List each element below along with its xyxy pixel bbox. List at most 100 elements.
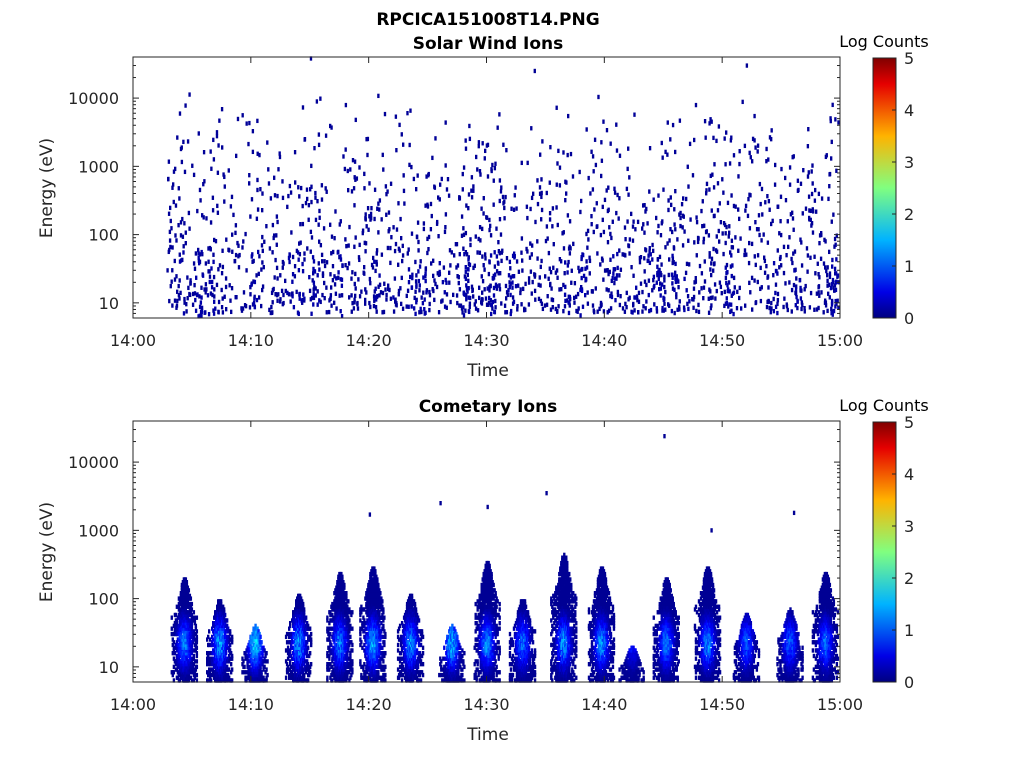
heatmap-cell [458, 287, 462, 292]
heatmap-cell [715, 249, 719, 254]
heatmap-cell [607, 185, 610, 190]
heatmap-cell [705, 181, 709, 187]
heatmap-cell [174, 629, 178, 634]
heatmap-cell [682, 305, 686, 310]
heatmap-cell [347, 634, 350, 640]
heatmap-cell [167, 176, 170, 182]
heatmap-cell [370, 571, 373, 577]
heatmap-cell [666, 120, 669, 125]
heatmap-cell [673, 310, 676, 316]
heatmap-cell [415, 187, 418, 192]
heatmap-cell [815, 209, 818, 214]
heatmap-cell [377, 93, 380, 99]
heatmap-cell [487, 271, 491, 277]
heatmap-cell [178, 615, 182, 620]
heatmap-cell [612, 267, 615, 272]
heatmap-cell [195, 659, 199, 664]
heatmap-cell [211, 279, 214, 285]
heatmap-cell [484, 256, 487, 261]
heatmap-cell [359, 612, 362, 618]
heatmap-cell [416, 173, 419, 178]
heatmap-cell [308, 288, 312, 294]
heatmap-cell [709, 173, 712, 179]
heatmap-cell [365, 137, 368, 142]
heatmap-cell [209, 220, 213, 225]
heatmap-cell [585, 127, 588, 132]
heatmap-cell [293, 664, 296, 670]
heatmap-cell [491, 306, 494, 311]
heatmap-cell [314, 217, 318, 223]
heatmap-cell [195, 653, 199, 659]
heatmap-cell [364, 675, 367, 680]
heatmap-cell [474, 306, 478, 311]
heatmap-cell [261, 651, 264, 656]
heatmap-cell [232, 212, 235, 218]
heatmap-cell [498, 198, 501, 204]
heatmap-cell [244, 656, 247, 661]
heatmap-cell [462, 226, 465, 231]
heatmap-cell [529, 241, 532, 246]
heatmap-cell [176, 670, 180, 675]
heatmap-cell [372, 303, 376, 309]
heatmap-cell [792, 282, 796, 288]
heatmap-cell [701, 199, 704, 204]
heatmap-cell [536, 178, 539, 183]
heatmap-cell [756, 279, 759, 285]
heatmap-cell [688, 262, 691, 267]
heatmap-cell [378, 648, 381, 653]
heatmap-cell [422, 221, 426, 226]
heatmap-cell [215, 656, 218, 661]
heatmap-cell [754, 262, 757, 268]
heatmap-cell [206, 637, 209, 642]
heatmap-cell [343, 607, 346, 612]
heatmap-cell [407, 642, 411, 648]
heatmap-cell [277, 292, 280, 297]
heatmap-cell [228, 675, 231, 680]
heatmap-cell [377, 230, 380, 235]
heatmap-cell [207, 246, 210, 251]
heatmap-cell [503, 199, 506, 204]
heatmap-cell [262, 659, 265, 664]
heatmap-cell [381, 604, 384, 609]
heatmap-cell [558, 287, 561, 292]
heatmap-cell [215, 629, 218, 634]
heatmap-cell [455, 265, 458, 270]
heatmap-cell [349, 656, 352, 661]
heatmap-cell [512, 274, 516, 279]
heatmap-cell [375, 618, 378, 623]
heatmap-cell [374, 662, 377, 667]
heatmap-cell [188, 659, 192, 664]
heatmap-cell [702, 296, 705, 301]
heatmap-cell [811, 230, 815, 235]
heatmap-cell [340, 659, 343, 664]
heatmap-cell [339, 257, 343, 262]
heatmap-cell [673, 272, 676, 277]
heatmap-cell [332, 249, 335, 255]
heatmap-cell [472, 294, 475, 299]
heatmap-cell [247, 651, 250, 656]
heatmap-cell [513, 193, 516, 198]
heatmap-cell [298, 291, 301, 297]
heatmap-cell [462, 305, 465, 310]
heatmap-cell [206, 651, 209, 656]
heatmap-cell [194, 667, 198, 672]
heatmap-cell [402, 142, 405, 147]
heatmap-cell [501, 194, 505, 200]
heatmap-cell [305, 642, 308, 648]
heatmap-cell [657, 223, 660, 229]
heatmap-cell [374, 286, 377, 291]
heatmap-cell [350, 640, 353, 645]
heatmap-cell [418, 283, 421, 288]
heatmap-cell [695, 308, 698, 314]
heatmap-cell [429, 227, 433, 232]
heatmap-cell [476, 308, 480, 313]
heatmap-cell [186, 139, 190, 144]
heatmap-cell [568, 219, 572, 224]
heatmap-cell [367, 664, 370, 670]
heatmap-cell [366, 678, 369, 683]
heatmap-cell [757, 227, 760, 232]
heatmap-cell [229, 648, 232, 653]
heatmap-cell [227, 678, 230, 683]
heatmap-cell [301, 599, 304, 604]
heatmap-cell [556, 161, 559, 166]
